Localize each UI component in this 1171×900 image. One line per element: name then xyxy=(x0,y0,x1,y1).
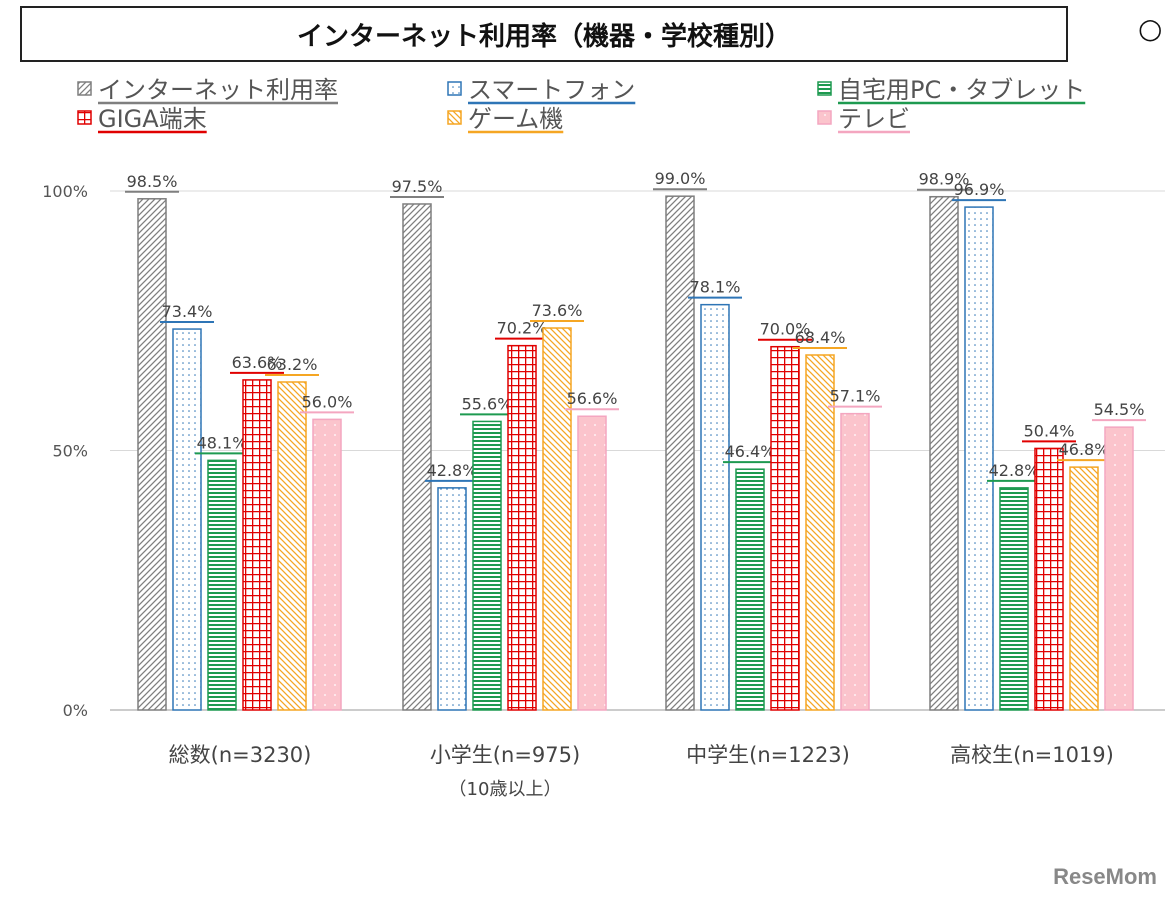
category-sublabel: （10歳以上） xyxy=(449,779,562,800)
y-tick-label: 50% xyxy=(52,442,88,461)
data-label: 70.0% xyxy=(760,320,811,339)
data-label: 46.8% xyxy=(1059,440,1110,459)
data-label: 50.4% xyxy=(1024,421,1075,440)
data-label: 98.5% xyxy=(127,172,178,191)
category-label: 総数(n=3230) xyxy=(169,743,312,767)
data-label: 96.9% xyxy=(954,180,1005,199)
data-label: 68.4% xyxy=(795,328,846,347)
legend-label: ゲーム機 xyxy=(468,105,563,133)
bar xyxy=(1069,466,1099,711)
data-label: 63.2% xyxy=(267,355,318,374)
bar xyxy=(312,418,342,711)
bar xyxy=(964,206,994,711)
data-label: 55.6% xyxy=(462,394,513,413)
data-label: 99.0% xyxy=(655,169,706,188)
data-label: 42.8% xyxy=(989,461,1040,480)
category-label: 中学生(n=1223) xyxy=(686,743,850,767)
data-label: 73.4% xyxy=(162,302,213,321)
bar xyxy=(577,415,607,711)
bar xyxy=(805,354,835,711)
legend-swatch xyxy=(817,110,832,125)
data-label: 97.5% xyxy=(392,177,443,196)
bar xyxy=(242,379,272,711)
data-label: 48.1% xyxy=(197,433,248,452)
legend-swatch xyxy=(817,81,832,96)
data-label: 98.9% xyxy=(919,170,970,189)
bar xyxy=(929,195,959,711)
legend-label: インターネット利用率 xyxy=(98,76,338,104)
data-label: 56.6% xyxy=(567,389,618,408)
bar xyxy=(840,412,870,711)
legend-label: 自宅用PC・タブレット xyxy=(838,76,1085,104)
legend-swatch xyxy=(447,81,462,96)
data-label: 56.0% xyxy=(302,392,353,411)
bar xyxy=(207,459,237,711)
data-label: 54.5% xyxy=(1094,400,1145,419)
bar xyxy=(472,420,502,711)
chart-title: インターネット利用率（機器・学校種別） xyxy=(20,6,1068,62)
bar xyxy=(542,327,572,711)
legend-label: テレビ xyxy=(838,105,910,133)
bar xyxy=(1104,426,1134,711)
y-tick-label: 100% xyxy=(42,182,88,201)
bar xyxy=(735,468,765,711)
bar xyxy=(277,381,307,711)
data-label: 70.2% xyxy=(497,319,548,338)
category-label: 高校生(n=1019) xyxy=(950,743,1114,767)
y-tick-label: 0% xyxy=(63,701,88,720)
bar xyxy=(172,328,202,711)
bar xyxy=(1034,447,1064,711)
data-label: 46.4% xyxy=(725,442,776,461)
bar xyxy=(700,303,730,711)
category-label: 小学生(n=975) xyxy=(430,743,580,767)
data-label: 73.6% xyxy=(532,301,583,320)
bar xyxy=(137,198,167,711)
data-label: 42.8% xyxy=(427,461,478,480)
bar xyxy=(507,344,537,711)
data-label: 57.1% xyxy=(830,387,881,406)
bar xyxy=(770,345,800,711)
legend-swatch xyxy=(447,110,462,125)
data-label: 63.6% xyxy=(232,353,283,372)
bar xyxy=(402,203,432,711)
title-cut-text: ○ xyxy=(1138,12,1163,45)
watermark-logo: ReseMom xyxy=(1053,864,1157,889)
data-label: 78.1% xyxy=(690,278,741,297)
bar xyxy=(999,487,1029,711)
legend-label: GIGA端末 xyxy=(98,105,207,133)
legend-swatch xyxy=(77,81,92,96)
bar xyxy=(437,487,467,711)
legend-swatch xyxy=(77,110,92,125)
bar xyxy=(665,195,695,711)
legend-label: スマートフォン xyxy=(468,76,635,104)
